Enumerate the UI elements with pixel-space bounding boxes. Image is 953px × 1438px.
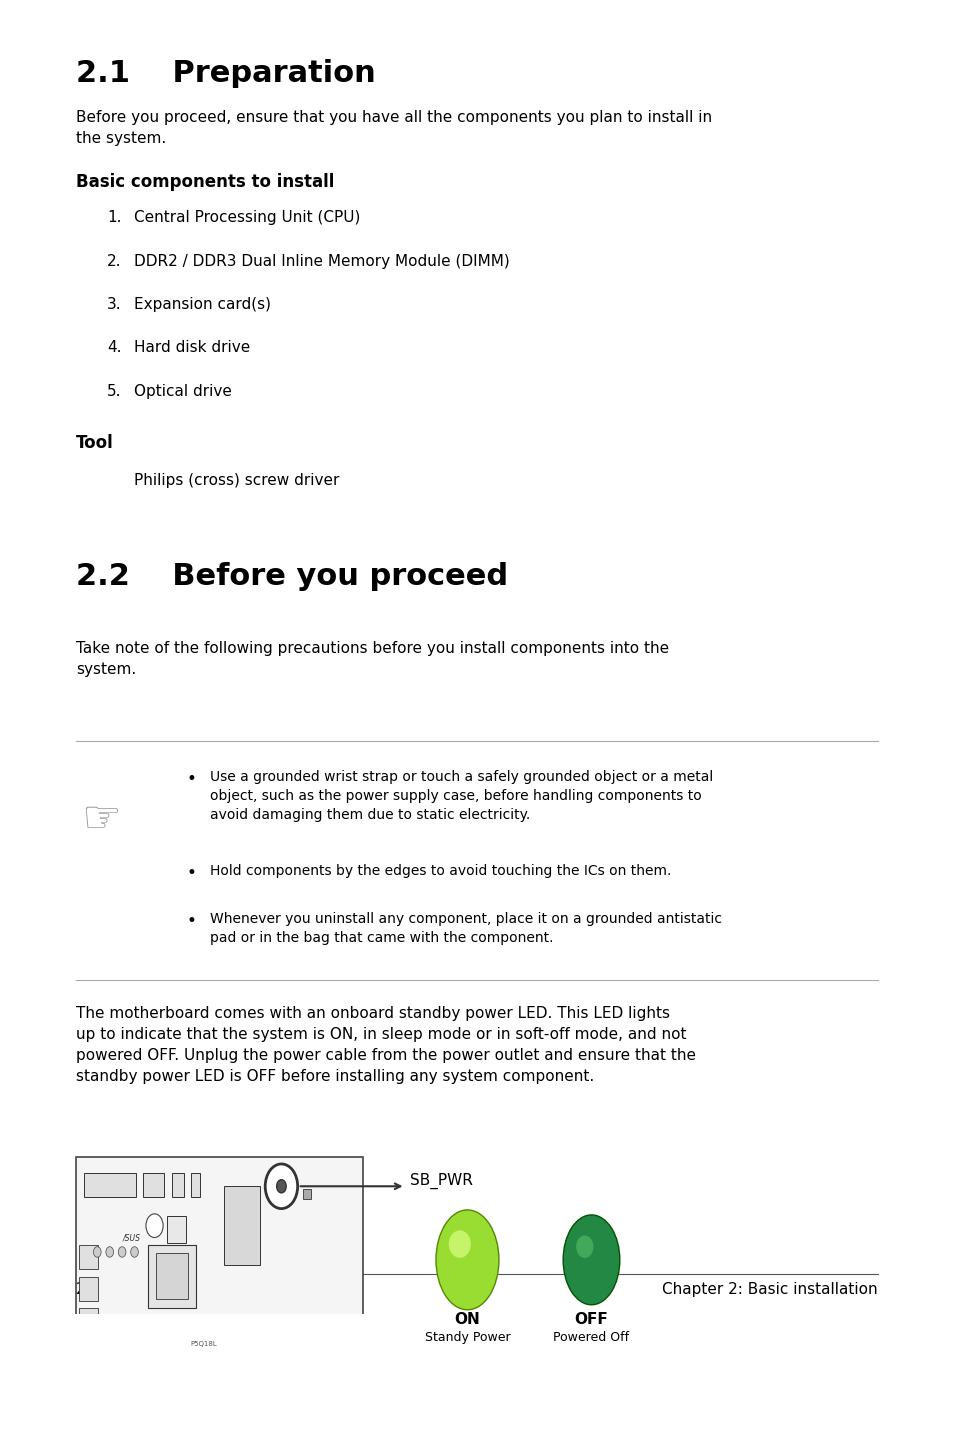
Ellipse shape	[436, 1209, 498, 1310]
Text: Hard disk drive: Hard disk drive	[133, 341, 250, 355]
Text: Expansion card(s): Expansion card(s)	[133, 296, 271, 312]
Circle shape	[106, 1247, 113, 1257]
FancyBboxPatch shape	[84, 1173, 136, 1196]
Text: Chapter 2: Basic installation: Chapter 2: Basic installation	[661, 1283, 877, 1297]
FancyBboxPatch shape	[143, 1173, 164, 1196]
Text: Take note of the following precautions before you install components into the
sy: Take note of the following precautions b…	[76, 641, 669, 677]
FancyBboxPatch shape	[148, 1245, 195, 1309]
FancyBboxPatch shape	[114, 1383, 314, 1401]
Text: Philips (cross) screw driver: Philips (cross) screw driver	[133, 473, 338, 487]
FancyBboxPatch shape	[114, 1355, 314, 1372]
Text: Tool: Tool	[76, 433, 114, 452]
Text: 5.: 5.	[107, 384, 121, 398]
Text: Powered Off: Powered Off	[553, 1330, 629, 1343]
Text: Hold components by the edges to avoid touching the ICs on them.: Hold components by the edges to avoid to…	[210, 864, 671, 879]
Text: Use a grounded wrist strap or touch a safely grounded object or a metal
object, : Use a grounded wrist strap or touch a sa…	[210, 769, 713, 821]
FancyBboxPatch shape	[172, 1173, 184, 1196]
FancyBboxPatch shape	[155, 1254, 188, 1300]
FancyBboxPatch shape	[167, 1217, 186, 1242]
Text: 2.2    Before you proceed: 2.2 Before you proceed	[76, 562, 508, 591]
Text: 4.: 4.	[107, 341, 121, 355]
Ellipse shape	[576, 1235, 593, 1258]
Text: Standy Power: Standy Power	[424, 1330, 510, 1343]
Ellipse shape	[562, 1215, 619, 1304]
FancyBboxPatch shape	[191, 1173, 200, 1196]
Circle shape	[265, 1163, 297, 1208]
Circle shape	[118, 1247, 126, 1257]
Text: •: •	[186, 769, 195, 788]
Text: The motherboard comes with an onboard standby power LED. This LED lights
up to i: The motherboard comes with an onboard st…	[76, 1007, 696, 1084]
Text: ON: ON	[455, 1313, 479, 1327]
Text: /SUS: /SUS	[122, 1234, 140, 1242]
Ellipse shape	[448, 1231, 471, 1258]
Text: ☞: ☞	[81, 798, 121, 841]
FancyBboxPatch shape	[76, 1158, 362, 1414]
Text: 2-2: 2-2	[76, 1283, 101, 1297]
Text: 3.: 3.	[107, 296, 121, 312]
Text: SB_PWR: SB_PWR	[410, 1173, 473, 1189]
Text: 2.1    Preparation: 2.1 Preparation	[76, 59, 375, 88]
FancyBboxPatch shape	[224, 1186, 260, 1265]
Text: •: •	[186, 912, 195, 930]
Circle shape	[93, 1247, 101, 1257]
FancyBboxPatch shape	[79, 1245, 98, 1270]
Text: P5Q18L: P5Q18L	[191, 1342, 217, 1347]
Text: Basic components to install: Basic components to install	[76, 174, 335, 191]
Text: Optical drive: Optical drive	[133, 384, 232, 398]
Text: Whenever you uninstall any component, place it on a grounded antistatic
pad or i: Whenever you uninstall any component, pl…	[210, 912, 721, 945]
FancyBboxPatch shape	[79, 1277, 98, 1300]
FancyBboxPatch shape	[79, 1309, 98, 1332]
Text: DDR2 / DDR3 Dual Inline Memory Module (DIMM): DDR2 / DDR3 Dual Inline Memory Module (D…	[133, 253, 509, 269]
Text: •: •	[186, 864, 195, 883]
Text: Before you proceed, ensure that you have all the components you plan to install : Before you proceed, ensure that you have…	[76, 111, 712, 147]
Text: 1.: 1.	[107, 210, 121, 226]
Circle shape	[276, 1179, 286, 1194]
Text: 2.: 2.	[107, 253, 121, 269]
FancyBboxPatch shape	[303, 1189, 311, 1199]
Circle shape	[146, 1214, 163, 1238]
Text: Central Processing Unit (CPU): Central Processing Unit (CPU)	[133, 210, 359, 226]
Circle shape	[131, 1247, 138, 1257]
Text: OFF: OFF	[574, 1313, 608, 1327]
